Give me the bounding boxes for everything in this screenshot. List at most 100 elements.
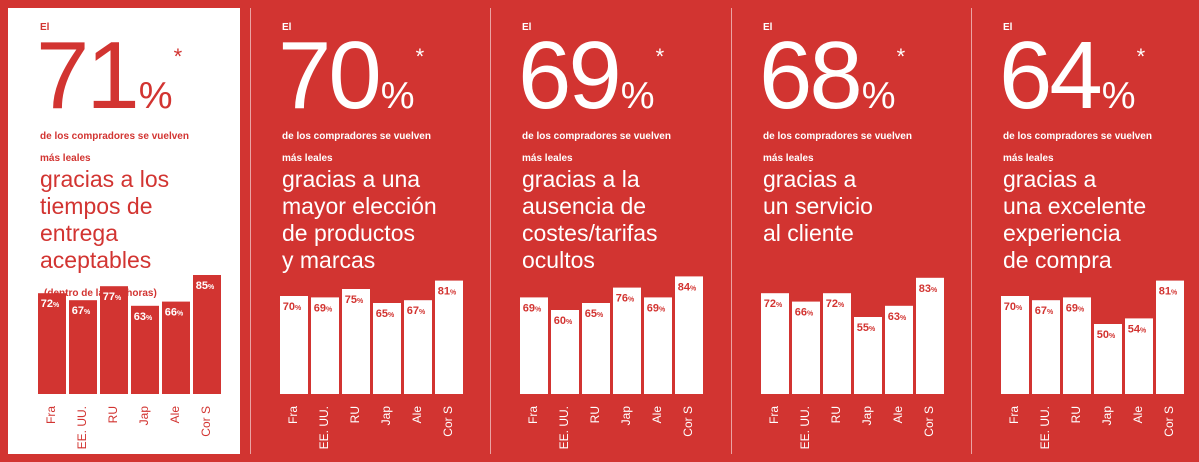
bar-EE. UU. [69, 300, 97, 394]
reason-line: al cliente [763, 220, 854, 246]
reason-line: gracias a [763, 166, 857, 192]
headline-value: 64 [999, 22, 1103, 129]
reason-line: de compra [1003, 247, 1112, 273]
bar-Ale [162, 301, 190, 394]
headline-percentage: 70%* [278, 28, 424, 124]
subtitle-line: de los compradores se vuelven [282, 131, 431, 142]
panel-3: El 68%* de los compradores se vuelven má… [731, 8, 963, 454]
bar-EE. UU. [311, 297, 339, 394]
bar-Cor S [193, 275, 221, 394]
reason-line: tiempos de [40, 193, 153, 219]
reason-text: gracias a un servicio al cliente [763, 166, 963, 247]
category-label: Cor S [922, 406, 936, 437]
headline-prefix: El [522, 22, 532, 33]
asterisk-mark: * [1136, 44, 1146, 69]
divider [250, 8, 251, 454]
subtitle-line: de los compradores se vuelven [763, 131, 912, 142]
data-label: 63% [888, 311, 907, 323]
bar-Fra [280, 296, 308, 394]
headline-unit: % [861, 75, 896, 117]
panel-0: El 71%* de los compradores se vuelven má… [8, 8, 240, 454]
data-label: 60% [554, 315, 573, 327]
data-label: 81% [1159, 286, 1178, 298]
subtitle-line: más leales [522, 153, 573, 164]
reason-line: gracias a la [522, 166, 640, 192]
data-label: 70% [1004, 301, 1023, 313]
subtitle-line: más leales [1003, 153, 1054, 164]
data-label: 72% [764, 298, 783, 310]
category-label: RU [1069, 406, 1083, 423]
bar-Ale [885, 305, 913, 394]
bar-Cor S [916, 277, 944, 394]
panel-1: El 70%* de los compradores se vuelven má… [250, 8, 482, 454]
data-label: 66% [165, 307, 184, 319]
bar-Ale [404, 300, 432, 394]
reason-line: entrega [40, 220, 119, 246]
bar-RU [582, 303, 610, 394]
reason-line: ausencia de [522, 193, 647, 219]
category-label: Jap [619, 406, 633, 426]
category-label: Cor S [681, 406, 695, 437]
subtitle-line: de los compradores se vuelven [522, 131, 671, 142]
category-label: Fra [286, 406, 300, 424]
data-label: 50% [1097, 329, 1116, 341]
reason-line: gracias a una [282, 166, 421, 192]
bar-EE. UU. [551, 310, 579, 394]
panel-2: El 69%* de los compradores se vuelven má… [490, 8, 722, 454]
divider [490, 8, 491, 454]
headline-prefix: El [1003, 22, 1013, 33]
category-label: Ale [168, 406, 182, 424]
asterisk-mark: * [415, 44, 425, 69]
bar-EE. UU. [1032, 300, 1060, 394]
data-label: 81% [438, 286, 457, 298]
data-label: 77% [103, 291, 122, 303]
category-label: Ale [1131, 406, 1145, 424]
bar-Jap [854, 317, 882, 394]
headline-prefix: El [763, 22, 773, 33]
reason-line: aceptables [40, 247, 152, 273]
data-label: 83% [919, 283, 938, 295]
data-label: 67% [407, 305, 426, 317]
headline-value: 68 [759, 22, 863, 129]
bar-RU [342, 289, 370, 394]
category-label: Cor S [1162, 406, 1176, 437]
category-label: EE. UU. [557, 406, 571, 449]
bar-Fra [1001, 296, 1029, 394]
headline-unit: % [380, 75, 415, 117]
category-label: Fra [767, 406, 781, 424]
subtitle: de los compradores se vuelven más leales [763, 126, 963, 170]
data-label: 69% [647, 302, 666, 314]
bar-Cor S [1156, 280, 1184, 394]
category-label: EE. UU. [798, 406, 812, 449]
reason-line: gracias a los [40, 166, 170, 192]
category-label: Cor S [441, 406, 455, 437]
reason-line: costes/tarifas [522, 220, 658, 246]
subtitle-line: de los compradores se vuelven [40, 131, 189, 142]
asterisk-mark: * [896, 44, 906, 69]
data-label: 85% [196, 280, 215, 292]
category-label: Fra [44, 406, 58, 424]
reason-text: gracias a los tiempos de entrega aceptab… [40, 166, 240, 274]
bar-Fra [761, 293, 789, 394]
category-label: RU [829, 406, 843, 423]
subtitle: de los compradores se vuelven más leales [522, 126, 722, 170]
category-label: EE. UU. [1038, 406, 1052, 449]
headline-unit: % [620, 75, 655, 117]
data-label: 69% [314, 302, 333, 314]
headline-value: 71 [36, 22, 140, 129]
bar-Cor S [435, 280, 463, 394]
bar-Jap [373, 303, 401, 394]
bar-Fra [38, 293, 66, 394]
headline-percentage: 64%* [999, 28, 1145, 124]
divider [731, 8, 732, 454]
category-label: RU [106, 406, 120, 423]
subtitle-line: más leales [40, 153, 91, 164]
asterisk-mark: * [655, 44, 665, 69]
bar-EE. UU. [792, 301, 820, 394]
headline-percentage: 69%* [518, 28, 664, 124]
reason-line: y marcas [282, 247, 376, 273]
bar-chart: 72% Fra 66% EE. UU. 72% RU 55% Jap 63% Ale 83% Cor … [761, 277, 944, 449]
headline-unit: % [1101, 75, 1136, 117]
bar-Fra [520, 297, 548, 394]
bar-RU [1063, 297, 1091, 394]
